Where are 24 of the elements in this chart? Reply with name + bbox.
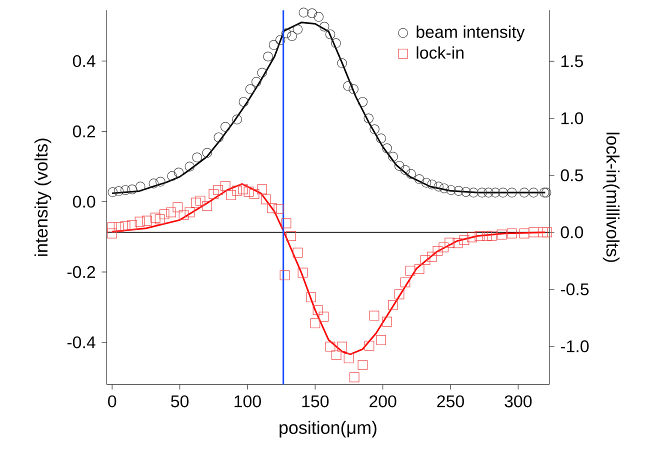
legend-label: beam intensity (416, 26, 525, 42)
x-tick-label: 250 (437, 395, 464, 408)
y2-tick-label: 0.5 (560, 169, 583, 182)
line-series (111, 183, 546, 356)
y2-axis-title: lock-in(millivolts) (602, 132, 620, 262)
x-tick-label: 50 (171, 395, 189, 408)
y2-tick-label: 0.0 (560, 226, 584, 238)
legend-label: lock-in (416, 46, 464, 59)
y-axis-title: intensity (volts) (34, 138, 52, 256)
y-tick-label: -0.4 (67, 336, 96, 348)
x-tick-label: 150 (302, 395, 329, 408)
y-tick-label: 0.4 (72, 55, 96, 68)
y-tick-label: 0.2 (72, 125, 95, 138)
y2-tick-label: -1.0 (560, 340, 589, 352)
y2-tick-label: -0.5 (560, 283, 589, 296)
y2-tick-label: 1.0 (561, 112, 584, 124)
x-axis-title: position(μm) (280, 420, 376, 438)
x-tick-label: 0 (108, 395, 116, 408)
x-tick-label: 200 (370, 395, 396, 408)
y-tick-label: 0.0 (72, 196, 96, 208)
x-tick-label: 100 (234, 395, 261, 408)
y-tick-label: -0.2 (67, 266, 95, 278)
y2-tick-label: 1.5 (561, 55, 583, 68)
x-tick-label: 300 (504, 395, 532, 408)
